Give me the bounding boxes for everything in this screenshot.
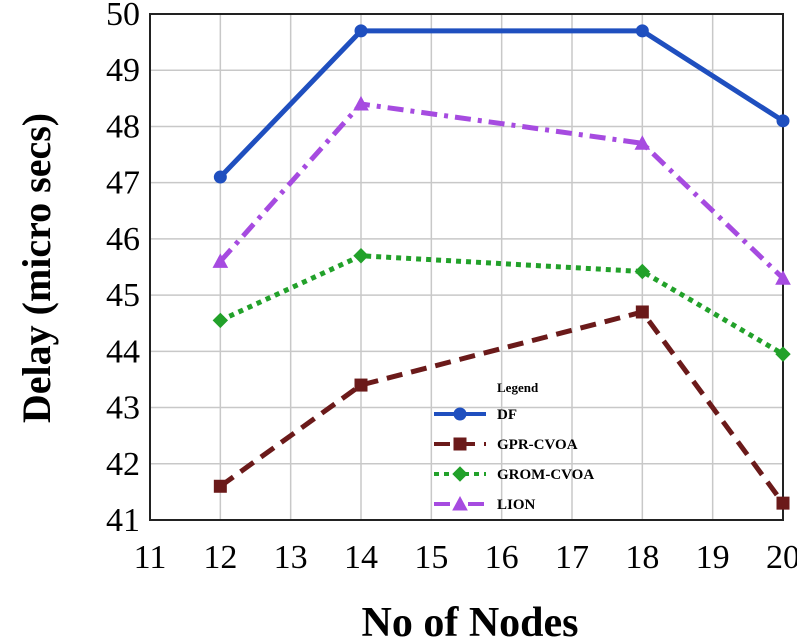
data-point-lion	[634, 135, 651, 150]
x-tick-label: 18	[625, 539, 659, 576]
y-tick-labels: 41 42 43 44 45 46 47 48 49 50	[106, 0, 140, 539]
data-point-gpr-cvoa	[776, 496, 790, 510]
y-tick-label: 44	[106, 333, 140, 370]
data-point-gpr-cvoa	[354, 378, 368, 392]
y-tick-label: 48	[106, 108, 140, 145]
data-point-df	[213, 170, 227, 184]
x-tick-label: 15	[414, 539, 448, 576]
series-gpr-cvoa	[213, 305, 790, 510]
series-df	[213, 24, 790, 184]
legend-label: DF	[497, 407, 517, 423]
series-layer	[212, 24, 791, 510]
legend-label: GROM-CVOA	[497, 467, 594, 483]
y-tick-label: 50	[106, 0, 140, 33]
legend-label: GPR-CVOA	[497, 437, 578, 453]
legend-swatch-marker	[452, 495, 468, 511]
x-tick-label: 12	[203, 539, 237, 576]
data-point-df	[635, 24, 649, 38]
series-line-lion	[218, 101, 785, 281]
data-point-gpr-cvoa	[635, 305, 649, 319]
y-tick-label: 46	[106, 221, 140, 258]
legend-item-df: DF	[434, 407, 517, 423]
series-line-df	[218, 28, 785, 179]
legend-swatch-marker	[453, 407, 467, 421]
legend-swatch-marker	[453, 437, 467, 451]
data-point-df	[354, 24, 368, 38]
legend-label: LION	[497, 497, 536, 513]
series-grom-cvoa	[212, 248, 791, 362]
x-tick-label: 13	[274, 539, 308, 576]
x-tick-labels: 11 12 13 14 15 16 17 18 19 20	[134, 539, 797, 576]
x-tick-label: 16	[485, 539, 519, 576]
y-tick-label: 42	[106, 446, 140, 483]
legend: Legend DF GPR-CVOA GROM-CVOA LION	[434, 380, 594, 513]
data-point-df	[776, 114, 790, 128]
data-point-gpr-cvoa	[213, 479, 227, 493]
y-tick-label: 47	[106, 165, 140, 202]
legend-item-lion: LION	[434, 495, 536, 513]
data-point-lion	[775, 270, 791, 285]
series-lion	[212, 95, 791, 285]
data-point-lion	[212, 253, 229, 268]
x-tick-label: 19	[696, 539, 730, 576]
legend-title: Legend	[497, 380, 539, 395]
y-tick-label: 49	[106, 52, 140, 89]
legend-item-gpr-cvoa: GPR-CVOA	[434, 437, 578, 453]
plot-frame	[149, 13, 784, 521]
x-tick-label: 17	[555, 539, 589, 576]
data-point-grom-cvoa	[353, 248, 369, 264]
y-tick-label: 41	[106, 502, 140, 539]
data-point-grom-cvoa	[212, 312, 229, 329]
x-axis-title: No of Nodes	[362, 600, 579, 644]
legend-swatch-marker	[452, 466, 468, 482]
y-axis-title: Delay (micro secs)	[14, 113, 59, 423]
x-tick-label: 20	[766, 539, 797, 576]
series-line-gpr-cvoa	[218, 309, 786, 505]
data-point-grom-cvoa	[634, 263, 651, 280]
legend-item-grom-cvoa: GROM-CVOA	[434, 466, 594, 483]
y-tick-label: 45	[106, 277, 140, 314]
y-tick-label: 43	[106, 390, 140, 427]
data-point-lion	[353, 95, 369, 111]
x-tick-label: 11	[134, 539, 167, 576]
x-tick-label: 14	[344, 539, 378, 576]
data-point-grom-cvoa	[775, 346, 791, 362]
